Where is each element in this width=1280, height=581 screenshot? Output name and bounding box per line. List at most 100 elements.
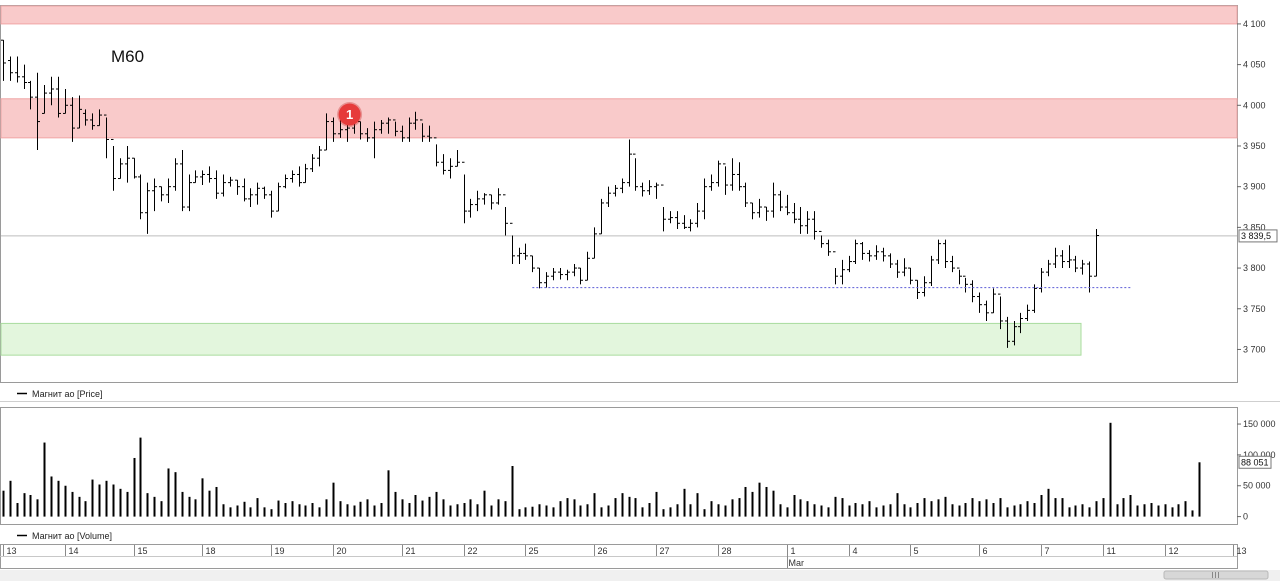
volume-bar: [552, 507, 555, 517]
volume-bar: [36, 499, 39, 517]
x-tick-label: 19: [275, 546, 285, 556]
volume-bar: [428, 496, 431, 517]
volume-bar: [339, 501, 342, 517]
price-bar: [572, 263, 577, 277]
zone-top-resistance: [0, 5, 1238, 25]
price-bar: [358, 121, 363, 140]
price-bar: [840, 259, 845, 285]
volume-bar: [573, 499, 576, 517]
volume-bar: [909, 507, 912, 517]
volume-bar: [408, 503, 411, 517]
volume-bar: [566, 498, 569, 517]
volume-bar: [284, 503, 287, 517]
price-bar: [647, 180, 652, 195]
price-bar: [771, 182, 776, 218]
volume-bar: [916, 503, 919, 517]
price-bar: [104, 114, 109, 159]
x-tick-label: 1: [791, 546, 796, 556]
volume-bar: [188, 496, 191, 517]
price-bar: [510, 222, 515, 264]
price-bar: [331, 117, 336, 142]
volume-bar: [903, 504, 906, 517]
volume-bar: [98, 484, 101, 517]
volume-bar: [1129, 495, 1132, 517]
price-bar: [83, 109, 88, 126]
volume-bar: [105, 480, 108, 517]
price-panel: [0, 5, 1238, 383]
price-bar: [297, 166, 302, 187]
price-bar: [221, 174, 226, 197]
price-bar: [922, 276, 927, 297]
price-bars: [1, 39, 1099, 348]
price-bar: [173, 158, 178, 191]
volume-bar: [999, 498, 1002, 517]
price-bar: [847, 255, 852, 273]
price-bar: [118, 158, 123, 180]
horizontal-scrollbar[interactable]: [0, 570, 1280, 581]
price-bar: [565, 269, 570, 281]
price-bar: [242, 178, 247, 202]
price-bar: [606, 186, 611, 208]
volume-bar: [1116, 504, 1119, 517]
volume-tick-label: 50 000: [1243, 481, 1271, 491]
price-bar: [860, 242, 865, 260]
price-bar: [441, 154, 446, 175]
volume-bar: [346, 504, 349, 517]
price-bar: [1053, 247, 1058, 269]
volume-bar: [153, 496, 156, 517]
x-tick-label: 13: [1237, 546, 1247, 556]
x-tick-label: 11: [1107, 546, 1116, 556]
volume-bar: [964, 503, 967, 517]
x-tick-label: 28: [722, 546, 732, 556]
volume-bar: [366, 499, 369, 517]
volume-bar: [882, 505, 885, 517]
volume-bar: [71, 491, 74, 517]
price-bar: [22, 64, 27, 90]
volume-bar: [944, 496, 947, 517]
price-bar: [716, 160, 721, 187]
price-bar: [420, 119, 425, 142]
volume-bar: [325, 499, 328, 517]
volume-bar: [786, 507, 789, 517]
volume-bar: [930, 501, 933, 517]
price-bar: [798, 207, 803, 234]
volume-y-axis: 0 50 000 100 000 150 000 88 051: [1237, 419, 1276, 522]
volume-bar: [380, 503, 383, 517]
volume-bar: [57, 480, 60, 517]
volume-bar: [1019, 504, 1022, 517]
volume-bar: [442, 499, 445, 517]
volume-bar: [1150, 503, 1153, 517]
volume-bar: [64, 485, 67, 517]
price-bar: [682, 215, 687, 229]
price-bar: [475, 190, 480, 212]
month-label: Mar: [789, 558, 805, 568]
price-bar: [56, 76, 61, 118]
volume-bar: [277, 500, 280, 517]
price-bar: [63, 89, 68, 114]
volume-bar: [841, 498, 844, 517]
last-price-label: 3 839,5: [1241, 231, 1271, 241]
price-bar: [489, 194, 494, 210]
price-tick-label: 3 800: [1243, 263, 1266, 273]
price-bar: [462, 161, 467, 224]
volume-bar: [648, 503, 651, 517]
volume-bar: [696, 493, 699, 517]
volume-bar: [531, 506, 534, 517]
price-bar: [764, 206, 769, 221]
volume-bar: [751, 491, 754, 517]
marker-badge: 1: [337, 101, 363, 127]
volume-bar: [634, 498, 637, 517]
price-legend: Магнит ао [Price]: [32, 389, 103, 399]
price-bar: [90, 113, 95, 130]
price-bar: [1, 39, 6, 81]
price-bar: [551, 268, 556, 281]
price-bar: [207, 166, 212, 183]
price-bar: [888, 253, 893, 269]
volume-bar: [50, 476, 53, 517]
price-bar: [523, 243, 528, 260]
volume-bar: [923, 498, 926, 517]
x-tick-label: 4: [853, 546, 858, 556]
volume-bar: [896, 493, 899, 517]
price-bar: [895, 259, 900, 278]
